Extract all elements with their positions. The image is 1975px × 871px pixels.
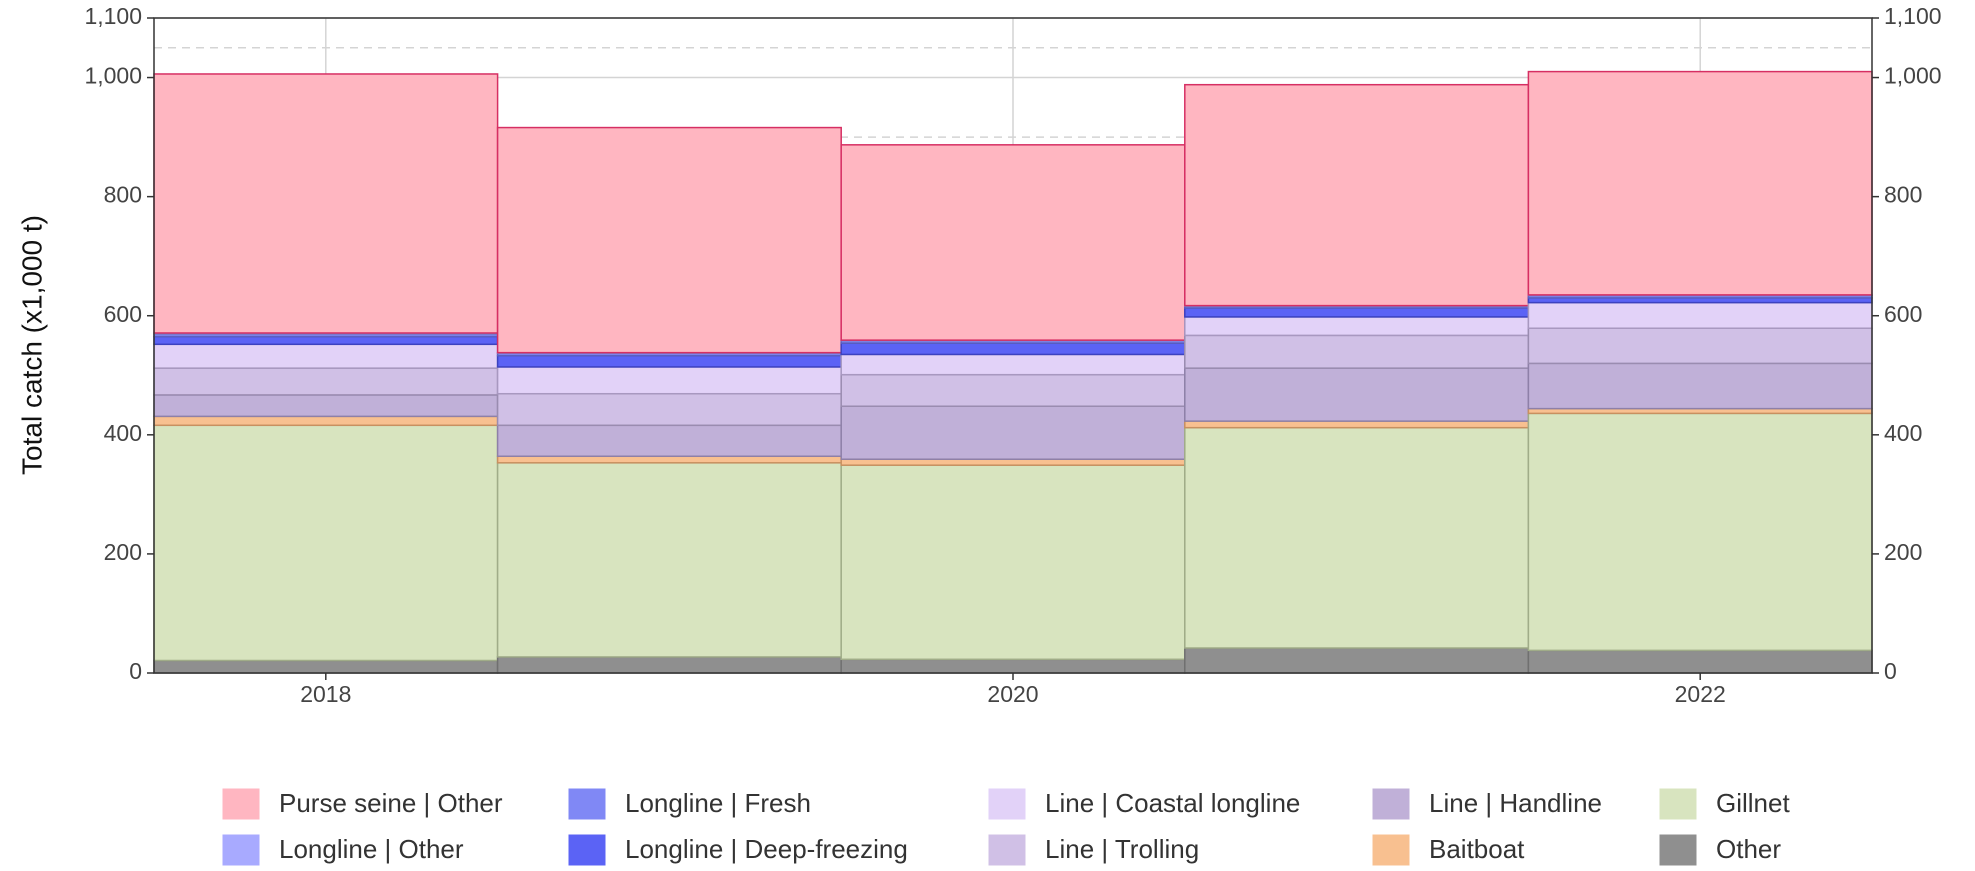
legend-swatch — [1372, 788, 1410, 820]
x-tick-label: 2018 — [300, 681, 351, 707]
legend-label: Line | Trolling — [1045, 834, 1199, 864]
y2-tick-label: 400 — [1884, 420, 1922, 446]
bar-segment — [1527, 412, 1873, 652]
bar-segment — [153, 424, 499, 662]
legend-label: Gillnet — [1716, 788, 1790, 818]
legend-swatch — [222, 788, 260, 820]
y-axis-title: Total catch (x1,000 t) — [16, 215, 47, 475]
bar-segment — [1527, 301, 1873, 329]
bar-segment — [840, 353, 1186, 376]
bar-segment — [1527, 327, 1873, 365]
bar-segment — [840, 373, 1186, 407]
y2-tick-label: 0 — [1884, 658, 1897, 684]
bar-segment — [840, 658, 1186, 674]
bar-segment — [1527, 70, 1873, 296]
bar-segment — [1184, 316, 1530, 337]
bar-segment — [496, 656, 842, 674]
legend-label: Purse seine | Other — [279, 788, 503, 818]
bar-segment — [153, 415, 499, 427]
bar-segment — [153, 335, 499, 346]
legend-label: Other — [1716, 834, 1781, 864]
bar-segment — [1184, 426, 1530, 649]
legend-swatch — [1372, 834, 1410, 866]
bar-segment — [1184, 83, 1530, 307]
bar-segment — [153, 659, 499, 674]
y-tick-label: 200 — [104, 539, 142, 565]
bar-segment — [1184, 647, 1530, 674]
bar-segment — [840, 458, 1186, 466]
bar-segment — [153, 394, 499, 418]
bar-segment — [1184, 367, 1530, 422]
bar-segment — [840, 342, 1186, 356]
legend-swatch — [1659, 788, 1697, 820]
bar-segment — [496, 462, 842, 658]
bar-segment — [840, 405, 1186, 460]
bar-segment — [1184, 307, 1530, 318]
y-tick-label: 600 — [104, 301, 142, 327]
bar-segment — [153, 367, 499, 396]
bar-segment — [153, 73, 499, 334]
y2-tick-label: 200 — [1884, 539, 1922, 565]
legend-label: Line | Coastal longline — [1045, 788, 1300, 818]
bar-segment — [496, 455, 842, 464]
bar-segment — [496, 126, 842, 354]
y-tick-label: 800 — [104, 182, 142, 208]
legend-label: Line | Handline — [1429, 788, 1602, 818]
legend-label: Baitboat — [1429, 834, 1525, 864]
bar-segment — [496, 424, 842, 458]
x-tick-label: 2020 — [987, 681, 1038, 707]
bar-segment — [1527, 649, 1873, 674]
legend-swatch — [222, 834, 260, 866]
y2-tick-label: 1,100 — [1884, 3, 1942, 29]
y-tick-label: 1,100 — [84, 3, 142, 29]
y-tick-label: 0 — [129, 658, 142, 684]
y2-tick-label: 600 — [1884, 301, 1922, 327]
legend-swatch — [568, 834, 606, 866]
legend-swatch — [988, 834, 1026, 866]
bar-segment — [496, 392, 842, 427]
bar-segment — [496, 354, 842, 368]
y-tick-label: 1,000 — [84, 63, 142, 89]
y2-tick-label: 800 — [1884, 182, 1922, 208]
legend-label: Longline | Other — [279, 834, 464, 864]
bar-segment — [840, 464, 1186, 661]
legend-label: Longline | Fresh — [625, 788, 811, 818]
bar-segment — [496, 366, 842, 395]
legend-swatch — [568, 788, 606, 820]
legend-label: Longline | Deep-freezing — [625, 834, 908, 864]
legend-swatch — [988, 788, 1026, 820]
bar-segment — [1184, 420, 1530, 429]
y-tick-label: 400 — [104, 420, 142, 446]
bar-segment — [153, 343, 499, 369]
x-tick-label: 2022 — [1675, 681, 1726, 707]
bar-segment — [840, 144, 1186, 341]
bar-segment — [1527, 362, 1873, 410]
y2-tick-label: 1,000 — [1884, 63, 1942, 89]
bar-segment — [1184, 334, 1530, 369]
legend-swatch — [1659, 834, 1697, 866]
